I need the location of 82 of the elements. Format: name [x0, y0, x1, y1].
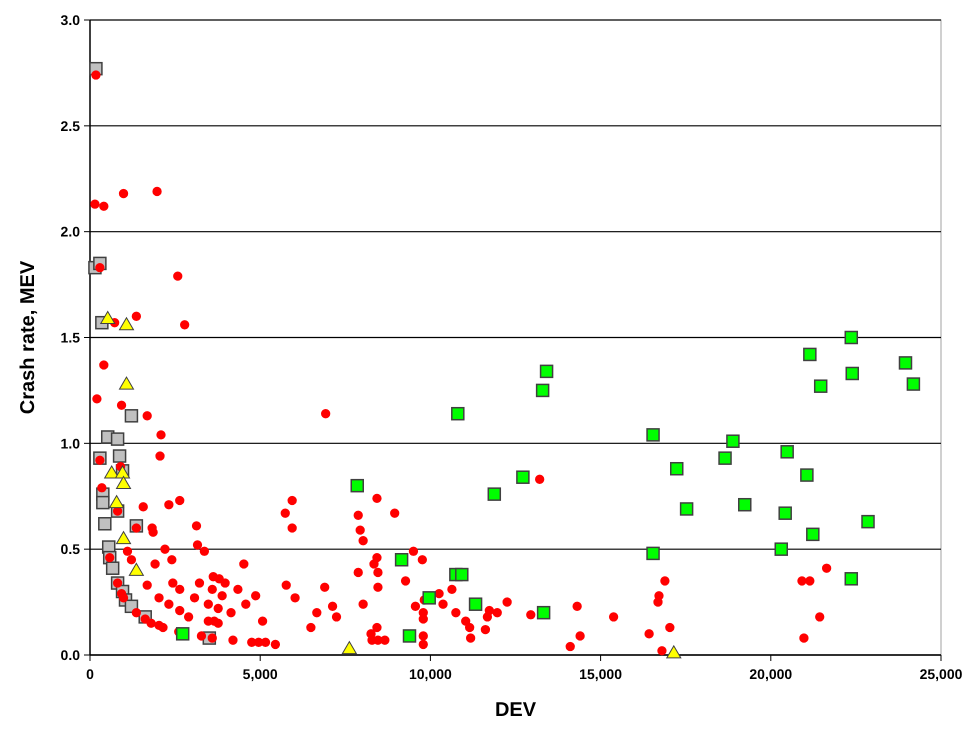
- point: [780, 445, 794, 459]
- point: [422, 591, 436, 605]
- point: [306, 622, 316, 632]
- x-tick-label: 25,000: [920, 666, 963, 682]
- point: [342, 641, 357, 654]
- point: [898, 356, 912, 370]
- point: [447, 584, 457, 594]
- point: [778, 506, 792, 520]
- y-tick-label: 0.0: [60, 647, 80, 663]
- point: [290, 593, 300, 602]
- x-axis-title: DEV: [494, 699, 537, 721]
- y-axis-title: Crash rate, MEV: [17, 260, 39, 414]
- point: [846, 366, 860, 380]
- y-tick-label: 2.5: [60, 118, 80, 134]
- point: [138, 502, 148, 512]
- point: [109, 495, 124, 508]
- point: [96, 496, 110, 510]
- point: [118, 317, 134, 330]
- point: [152, 186, 162, 196]
- point: [321, 409, 330, 418]
- point: [774, 542, 788, 556]
- point: [536, 384, 550, 398]
- point: [718, 451, 732, 465]
- y-tick-label: 1.5: [60, 330, 80, 346]
- x-tick-label: 15,000: [579, 666, 622, 682]
- point: [844, 330, 858, 344]
- point: [128, 562, 144, 576]
- point: [226, 608, 236, 618]
- y-tick-label: 0.5: [60, 541, 80, 558]
- point: [408, 546, 418, 556]
- point: [112, 449, 126, 463]
- y-tick-label: 2.0: [60, 224, 80, 240]
- point: [280, 508, 290, 518]
- y-tick-label: 3.0: [60, 12, 80, 28]
- point: [806, 528, 820, 542]
- point: [354, 568, 363, 578]
- point: [516, 470, 530, 484]
- point: [254, 638, 264, 647]
- point: [646, 428, 660, 442]
- point: [373, 568, 383, 578]
- point: [373, 582, 383, 592]
- point: [116, 531, 132, 544]
- point: [680, 502, 694, 516]
- y-tick-label: 1.0: [60, 435, 80, 452]
- point: [726, 434, 740, 448]
- point: [540, 364, 554, 378]
- point: [488, 487, 502, 501]
- point: [536, 606, 550, 620]
- point: [390, 508, 400, 518]
- point: [110, 432, 124, 446]
- point: [394, 553, 408, 566]
- point: [98, 517, 112, 531]
- x-tick-label: 10,000: [408, 666, 452, 682]
- point: [312, 608, 322, 618]
- point: [468, 597, 482, 611]
- point: [844, 572, 858, 586]
- point: [100, 310, 116, 324]
- point: [402, 629, 416, 643]
- point: [455, 568, 469, 582]
- point: [451, 406, 465, 420]
- point: [800, 468, 814, 482]
- point: [350, 478, 364, 492]
- point: [106, 561, 120, 575]
- point: [666, 645, 682, 658]
- point: [116, 476, 132, 490]
- x-tick-label: 20,000: [749, 666, 792, 682]
- point: [861, 514, 875, 528]
- point: [418, 555, 427, 564]
- point: [646, 546, 660, 560]
- x-tick-label: 5,000: [242, 666, 278, 682]
- point: [814, 379, 828, 393]
- point: [288, 496, 297, 506]
- point: [118, 376, 134, 390]
- point: [803, 348, 817, 362]
- point: [738, 498, 752, 512]
- x-tick-label: 0: [86, 666, 94, 682]
- point: [173, 271, 182, 281]
- point: [176, 627, 190, 641]
- point: [670, 462, 684, 476]
- point: [906, 377, 920, 391]
- point: [124, 409, 138, 423]
- point: [369, 559, 379, 569]
